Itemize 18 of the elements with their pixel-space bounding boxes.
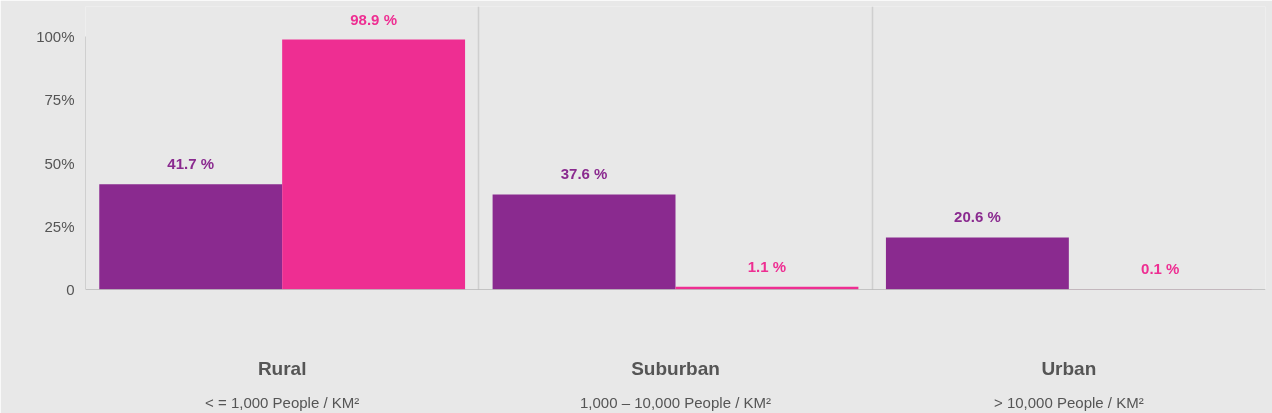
bar bbox=[99, 184, 283, 290]
y-tick-label: 25% bbox=[44, 217, 75, 235]
data-label: 1.1 % bbox=[747, 257, 787, 275]
data-label: 98.9 % bbox=[350, 10, 397, 28]
y-tick-label: 100% bbox=[36, 28, 75, 46]
data-label: 20.6 % bbox=[954, 208, 1001, 226]
y-tick-label: 0 bbox=[66, 281, 75, 298]
category-label: Rural < = 1,000 People / KM² bbox=[205, 357, 360, 411]
data-label: 0.1 % bbox=[1141, 260, 1180, 278]
y-tick-label: 75% bbox=[44, 91, 75, 109]
data-label: 37.6 % bbox=[560, 165, 608, 183]
bar bbox=[492, 194, 676, 290]
y-tick-label: 50% bbox=[44, 154, 75, 172]
bar bbox=[885, 237, 1069, 290]
category-label: Suburban 1,000 – 10,000 People / KM² bbox=[580, 357, 771, 411]
data-label: 41.7 % bbox=[167, 155, 215, 173]
category-label: Urban > 10,000 People / KM² bbox=[993, 357, 1144, 411]
bar bbox=[282, 39, 466, 290]
